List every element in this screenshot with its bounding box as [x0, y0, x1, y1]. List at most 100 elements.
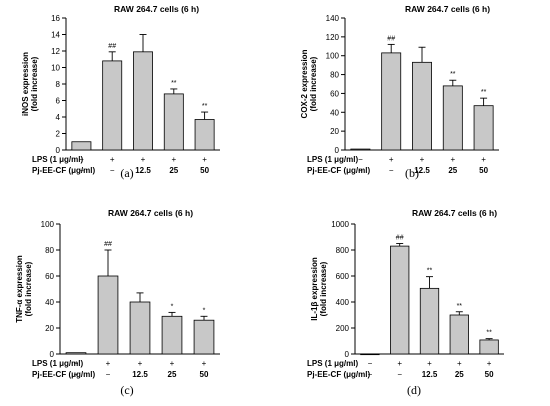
- y-tick-label: 80: [330, 71, 339, 80]
- lps-mark: −: [79, 155, 84, 164]
- chart-title: RAW 264.7 cells (6 h): [108, 208, 193, 218]
- pj-mark: −: [74, 370, 79, 379]
- y-tick-label: 16: [51, 14, 60, 23]
- lps-row-label: LPS (1 μg/ml): [32, 155, 83, 164]
- pj-mark: 50: [200, 166, 209, 175]
- pj-mark: −: [389, 166, 394, 175]
- significance-mark: ##: [387, 35, 395, 42]
- pj-mark: −: [397, 370, 402, 379]
- significance-mark: **: [171, 80, 177, 87]
- pj-row-label: Pj-EE-CF (μg/ml): [32, 370, 95, 379]
- pj-mark: −: [106, 370, 111, 379]
- bar: [102, 60, 123, 151]
- chart-title: RAW 264.7 cells (6 h): [114, 4, 199, 14]
- y-tick-label: 0: [56, 146, 61, 155]
- y-tick-label: 100: [41, 220, 55, 229]
- bar: [473, 105, 494, 151]
- pj-mark: 25: [168, 370, 177, 379]
- bar: [193, 319, 215, 355]
- lps-row-label: LPS (1 μg/ml): [32, 359, 83, 368]
- significance-mark: ##: [104, 241, 112, 248]
- y-tick-label: 2: [56, 130, 61, 139]
- significance-mark: **: [427, 268, 433, 275]
- pj-row-label: Pj-EE-CF (μg/ml): [32, 166, 95, 175]
- y-axis-label-line: (fold increase): [309, 56, 318, 111]
- lps-row-label: LPS (1 μg/ml): [307, 359, 358, 368]
- panel-caption: (c): [120, 383, 133, 397]
- lps-mark: +: [450, 155, 455, 164]
- significance-mark: ##: [108, 43, 116, 50]
- chart-panel-c: RAW 264.7 cells (6 h) TNF-α expression(fo…: [15, 208, 220, 397]
- pj-mark: −: [358, 166, 363, 175]
- y-tick-label: 40: [330, 108, 339, 117]
- panel-caption: (d): [407, 383, 421, 397]
- y-axis-label-line: COX-2 expression: [300, 49, 309, 118]
- chart-title: RAW 264.7 cells (6 h): [405, 4, 490, 14]
- lps-mark: +: [170, 359, 175, 368]
- y-axis-label: COX-2 expression(fold increase): [300, 49, 318, 118]
- bar: [133, 51, 153, 151]
- pj-mark: −: [368, 370, 373, 379]
- pj-mark: 12.5: [135, 166, 151, 175]
- bar: [97, 275, 119, 355]
- pj-mark: 25: [169, 166, 178, 175]
- bar: [419, 287, 440, 355]
- y-axis-label: IL-1β expression(fold increase): [310, 257, 328, 321]
- bar: [163, 93, 184, 151]
- bar: [381, 52, 402, 151]
- y-axis-label: iNOS expression(fold increase): [21, 52, 39, 116]
- significance-mark: *: [203, 307, 206, 314]
- y-tick-label: 20: [45, 324, 54, 333]
- bar: [442, 85, 463, 151]
- bar: [412, 61, 432, 151]
- panel-caption: (b): [405, 166, 419, 180]
- pj-mark: 12.5: [414, 166, 430, 175]
- y-tick-label: 60: [45, 272, 54, 281]
- y-axis-label-line: iNOS expression: [21, 52, 30, 116]
- bar: [194, 119, 215, 151]
- y-tick-label: 1000: [331, 220, 349, 229]
- y-tick-label: 800: [336, 246, 350, 255]
- bar: [479, 339, 499, 355]
- pj-mark: 25: [455, 370, 464, 379]
- y-tick-label: 12: [51, 47, 60, 56]
- bar: [390, 245, 410, 355]
- y-tick-label: 600: [336, 272, 350, 281]
- significance-mark: **: [481, 89, 487, 96]
- lps-mark: +: [481, 155, 486, 164]
- pj-mark: 12.5: [132, 370, 148, 379]
- y-axis-label-line: TNF-α expression: [15, 255, 24, 323]
- y-axis-label-line: IL-1β expression: [310, 257, 319, 321]
- lps-mark: +: [171, 155, 176, 164]
- chart-panel-b: RAW 264.7 cells (6 h) COX-2 expression(fo…: [300, 4, 499, 180]
- y-tick-label: 400: [336, 298, 350, 307]
- pj-mark: 50: [200, 370, 209, 379]
- pj-mark: 12.5: [422, 370, 438, 379]
- lps-mark: −: [74, 359, 79, 368]
- lps-row-label: LPS (1 μg/ml): [307, 155, 358, 164]
- y-axis-label-line: (fold increase): [24, 261, 33, 316]
- y-tick-label: 10: [51, 64, 60, 73]
- significance-mark: **: [202, 103, 208, 110]
- bar: [161, 315, 183, 355]
- pj-mark: −: [79, 166, 84, 175]
- lps-mark: +: [141, 155, 146, 164]
- lps-mark: −: [358, 155, 363, 164]
- lps-mark: +: [487, 359, 492, 368]
- y-tick-label: 80: [45, 246, 54, 255]
- bar: [71, 141, 92, 151]
- chart-panel-d: RAW 264.7 cells (6 h) IL-1β expression(fo…: [307, 208, 504, 397]
- significance-mark: **: [450, 71, 456, 78]
- bar: [449, 314, 469, 355]
- pj-row-label: Pj-EE-CF (μg/ml): [307, 370, 370, 379]
- y-axis-label: TNF-α expression(fold increase): [15, 255, 33, 323]
- lps-mark: +: [110, 155, 115, 164]
- y-axis-label-line: (fold increase): [319, 261, 328, 316]
- lps-mark: +: [202, 155, 207, 164]
- y-tick-label: 100: [326, 52, 340, 61]
- bar: [360, 353, 380, 356]
- y-tick-label: 0: [345, 350, 350, 359]
- lps-mark: +: [106, 359, 111, 368]
- bar: [65, 352, 87, 355]
